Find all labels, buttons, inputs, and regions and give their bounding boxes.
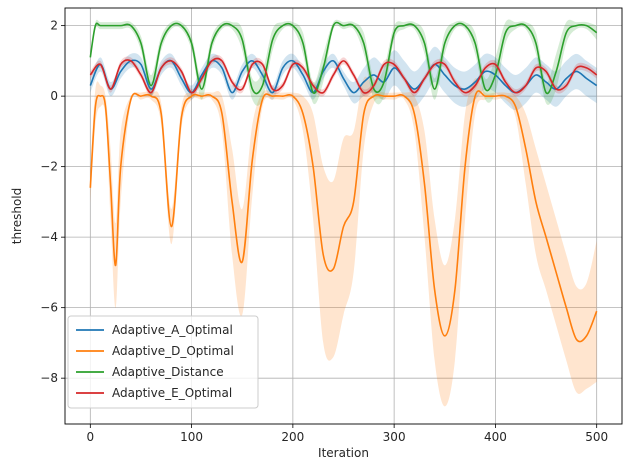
y-tick-label: 0 [50, 89, 58, 103]
x-tick-label: 0 [86, 430, 94, 444]
series-lines [89, 21, 598, 343]
x-tick-label: 100 [180, 430, 203, 444]
x-axis-label: Iteration [318, 446, 369, 460]
y-tick-label: −4 [40, 230, 58, 244]
series-line [89, 21, 598, 95]
x-tick-label: 300 [383, 430, 406, 444]
confidence-band [90, 76, 597, 407]
legend-label: Adaptive_E_Optimal [112, 386, 232, 400]
series-line [89, 57, 598, 94]
legend: Adaptive_A_Optimal Adaptive_D_Optimal Adap… [67, 315, 259, 409]
y-axis-label: threshold [10, 188, 24, 245]
confidence-band [90, 19, 597, 106]
legend-box [67, 315, 259, 409]
x-axis-ticks: 0 100 200 300 400 500 [86, 424, 608, 444]
legend-label: Adaptive_Distance [112, 365, 224, 379]
y-tick-label: −8 [40, 371, 58, 385]
x-tick-label: 500 [585, 430, 608, 444]
y-tick-label: 2 [50, 19, 58, 33]
x-tick-label: 400 [484, 430, 507, 444]
y-tick-label: −2 [40, 160, 58, 174]
x-tick-label: 200 [281, 430, 304, 444]
confidence-band [90, 54, 597, 97]
y-axis-ticks: −8 −6 −4 −2 0 2 [40, 19, 65, 385]
series-line [89, 90, 598, 343]
legend-label: Adaptive_A_Optimal [112, 323, 233, 337]
axes-frame [64, 7, 623, 425]
y-tick-label: −6 [40, 301, 58, 315]
legend-label: Adaptive_D_Optimal [112, 344, 234, 358]
